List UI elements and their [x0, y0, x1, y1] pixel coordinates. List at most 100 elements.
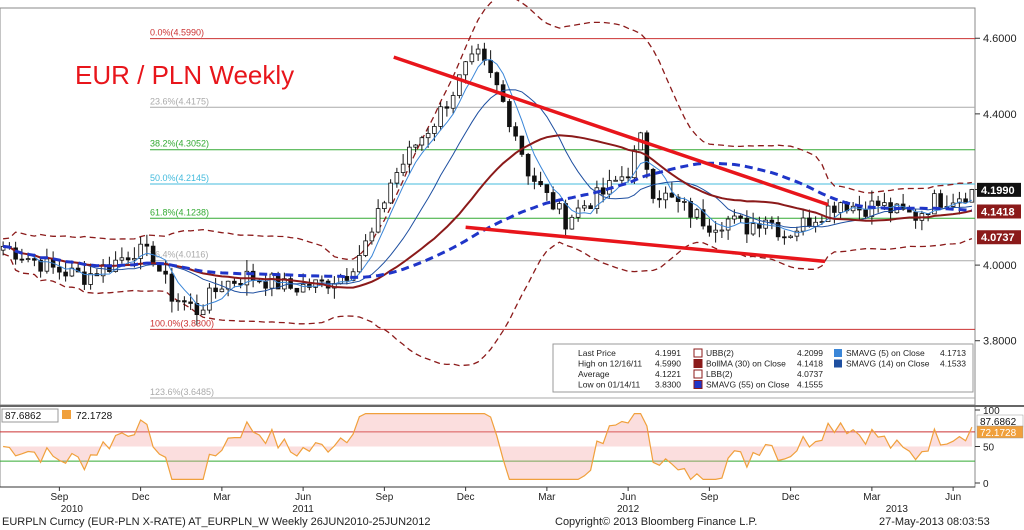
candle-body	[744, 217, 750, 235]
y-tick-label: 4.0000	[983, 260, 1017, 272]
candle	[657, 190, 662, 208]
rsi-tag-box	[976, 425, 1024, 439]
x-tick-label: Sep	[50, 492, 68, 503]
candle-body	[719, 229, 725, 232]
candle-body	[669, 192, 675, 198]
candle	[13, 241, 18, 265]
candle-body	[375, 208, 381, 233]
candle-body	[657, 198, 662, 201]
fib-label: 100.0%(3.8300)	[150, 318, 214, 328]
legend-value: 4.0737	[797, 369, 823, 379]
candle	[169, 267, 175, 313]
candle	[488, 50, 493, 78]
trendlines	[393, 55, 829, 264]
fib-label: 50.0%(4.2145)	[150, 173, 209, 183]
rsi-label: 72.1728	[76, 411, 113, 422]
candle-body	[194, 303, 200, 316]
candle	[769, 216, 775, 230]
candle-body	[682, 201, 687, 203]
candle-body	[707, 225, 712, 233]
candle	[63, 261, 68, 282]
candle	[269, 272, 275, 297]
candle-body	[407, 146, 412, 165]
candle	[369, 227, 375, 245]
candle	[357, 245, 362, 274]
rsi-tag-label: 72.1728	[980, 428, 1017, 439]
price-tags: 4.1990 4.1418 4.0737	[977, 182, 1021, 245]
trendline	[393, 55, 829, 207]
rsi-label: 87.6862	[5, 411, 42, 422]
fib-label: 61.8%(4.1238)	[150, 207, 209, 217]
candle-body	[425, 133, 431, 139]
candle-body	[969, 189, 975, 203]
rsi-label-box	[1, 408, 59, 423]
candle-body	[38, 259, 43, 272]
candle-body	[738, 215, 743, 219]
candle	[582, 200, 587, 212]
rsi-line	[3, 413, 973, 481]
candle	[963, 192, 968, 203]
price-tag-box	[977, 182, 1021, 197]
candle	[544, 184, 550, 201]
candle-body	[613, 179, 618, 182]
candle	[19, 248, 25, 264]
candle-body	[138, 243, 143, 259]
sma5-line	[3, 59, 973, 307]
candle-body	[382, 202, 387, 210]
candle-body	[169, 273, 175, 302]
candle-body	[482, 48, 487, 61]
legend-value: 4.1713	[940, 348, 966, 358]
candle	[738, 214, 743, 223]
candle-body	[469, 53, 475, 63]
footer: EURPLN Curncy (EUR-PLN X-RATE) AT_EURPLN…	[0, 513, 1024, 530]
rsi-y-tick-label: 50	[983, 443, 995, 454]
candle	[782, 230, 787, 245]
candle-body	[57, 266, 62, 273]
candle	[532, 167, 537, 190]
legend-value: 4.1991	[655, 348, 681, 358]
candle-body	[157, 264, 162, 272]
x-tick-label: Dec	[457, 492, 475, 503]
x-tick-label: Mar	[213, 492, 231, 503]
candle-body	[188, 301, 193, 304]
candle-body	[663, 192, 668, 201]
legend-value: 4.2099	[797, 348, 823, 358]
candle	[407, 140, 412, 174]
candle-body	[782, 236, 787, 239]
candle-body	[13, 247, 18, 260]
candle-body	[832, 205, 837, 213]
candle-body	[644, 132, 650, 170]
bollma30-line	[2, 134, 973, 289]
x-tick-label: Jun	[620, 492, 636, 503]
candle	[425, 127, 431, 148]
rsi-fill	[3, 413, 972, 480]
legend-value: 4.5990	[655, 359, 681, 369]
legend-value: 4.1418	[797, 359, 823, 369]
candle-body	[550, 192, 556, 210]
candle	[525, 152, 531, 185]
candle-body	[207, 287, 212, 311]
candle	[444, 100, 450, 117]
candle-body	[794, 230, 800, 237]
legend-value: 4.1533	[940, 359, 966, 369]
candle-body	[125, 257, 131, 261]
candle	[182, 296, 187, 311]
candle-body	[238, 283, 243, 286]
footer-security: EURPLN Curncy (EUR-PLN X-RATE) AT_EURPLN…	[2, 516, 431, 528]
candle-body	[200, 309, 206, 316]
candle-body	[363, 240, 368, 256]
candle-body	[269, 273, 275, 289]
legend-swatch	[834, 349, 842, 357]
candle	[219, 280, 225, 293]
candle	[644, 130, 650, 179]
candle	[382, 200, 387, 213]
x-tick-label: Sep	[700, 492, 718, 503]
candle	[932, 189, 937, 215]
legend-box	[552, 343, 974, 393]
chart-title: EUR / PLN Weekly	[75, 60, 294, 90]
rsi-y-tick-label: 0	[983, 479, 989, 490]
x-tick-label: Sep	[375, 492, 393, 503]
candle-body	[175, 300, 181, 303]
legend-label: LBB(2)	[706, 369, 733, 379]
candle	[388, 179, 393, 205]
